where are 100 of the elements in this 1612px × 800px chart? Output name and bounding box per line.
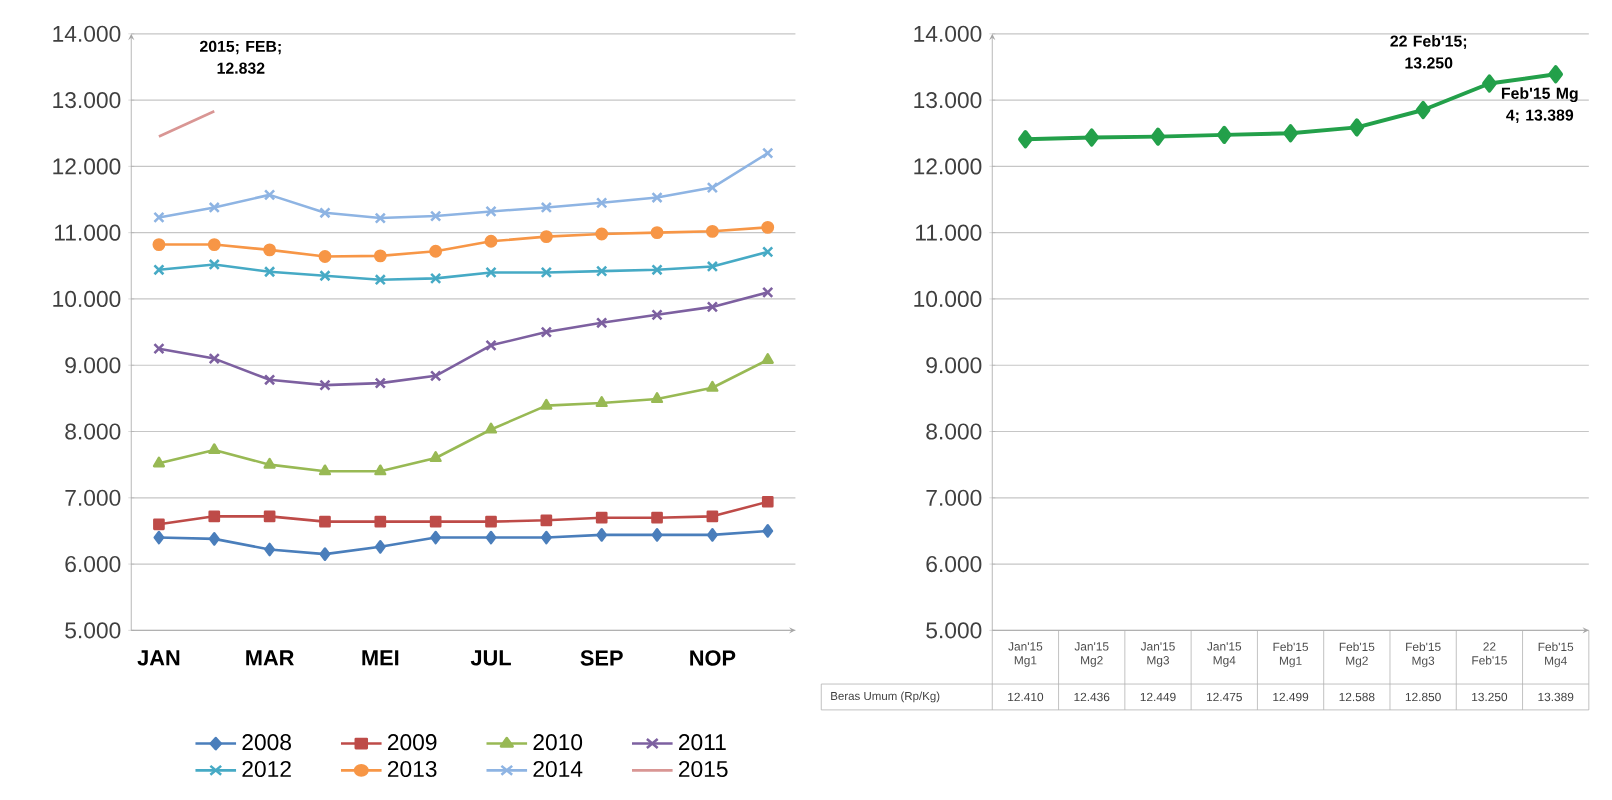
point [706,261,719,273]
point [374,377,387,390]
point [430,531,442,545]
legend-label: 2011 [678,734,726,751]
point [263,189,276,201]
point [429,210,442,223]
point [318,464,332,476]
point [540,399,553,411]
point [651,264,663,276]
point [208,532,220,547]
point [429,245,443,258]
point [761,496,774,508]
point [208,259,221,271]
point [429,516,442,528]
y-tick-label: 7.000 [926,490,982,507]
y-tick-label: 9.000 [926,357,982,374]
x-tick-label: JAN [137,650,180,666]
point [761,221,775,235]
y-tick-label: 9.000 [65,357,121,374]
point [595,317,608,329]
y-tick-label: 5.000 [65,622,121,639]
point [152,456,166,468]
point [374,540,386,554]
y-tick-label: 13.000 [53,92,121,109]
point [540,514,553,527]
legend-label: 2015 [678,761,728,778]
point [540,266,553,279]
y-tick-label: 6.000 [65,556,121,573]
point [208,510,221,523]
point [319,516,331,528]
legend-label: 2010 [533,734,583,751]
point [540,531,552,545]
point [762,524,774,539]
point [706,301,719,313]
point [319,207,331,219]
point [651,192,663,204]
point [485,516,497,528]
x-tick-label: SEP [580,650,623,667]
point [429,451,442,463]
point [595,197,608,209]
y-tick-label: 14.000 [914,26,982,43]
point [1150,127,1166,147]
point [706,510,719,523]
point [596,528,608,543]
point [1548,65,1564,84]
point [373,249,387,263]
x-tick-label: JUL [470,650,511,666]
point [485,205,497,218]
point [540,202,553,214]
point [706,381,719,393]
point [595,396,608,408]
y-tick-label: 13.000 [914,92,982,109]
point [263,458,276,470]
point [153,531,165,545]
y-tick-label: 8.000 [926,423,982,440]
legend-label: 2014 [533,761,583,778]
point [374,464,387,476]
y-tick-label: 8.000 [65,423,121,440]
y-tick-label: 12.000 [53,158,121,175]
legend-label: 2012 [242,761,291,778]
y-tick-label: 12.000 [914,158,982,175]
point [484,422,498,434]
point [152,238,166,252]
point [705,225,719,239]
point [208,443,221,455]
point [1283,124,1298,143]
y-tick-label: 7.000 [65,490,121,507]
point [650,392,664,404]
point [429,370,442,382]
point [650,226,664,240]
point [263,243,277,257]
point [595,512,608,524]
legend-label: 2009 [387,734,437,751]
point [595,265,608,278]
point [539,230,553,244]
point [263,510,276,523]
point [485,531,497,545]
point [263,266,276,278]
point [651,512,663,524]
x-tick-label: MAR [246,650,294,666]
point [374,274,387,286]
point [319,547,331,562]
point [264,542,276,557]
y-tick-label: 10.000 [914,291,982,308]
point [374,212,387,225]
point [263,374,276,386]
point [153,518,165,531]
point [374,516,387,528]
x-tick-label: NOP [690,650,736,667]
point [1482,74,1497,93]
point [319,379,331,392]
point [484,235,498,249]
y-tick-label: 14.000 [53,26,121,43]
point [318,250,332,264]
point [1349,118,1365,137]
y-tick-label: 11.000 [55,224,121,242]
point [485,266,497,279]
point [651,309,663,321]
point [208,353,221,365]
point [540,326,553,339]
